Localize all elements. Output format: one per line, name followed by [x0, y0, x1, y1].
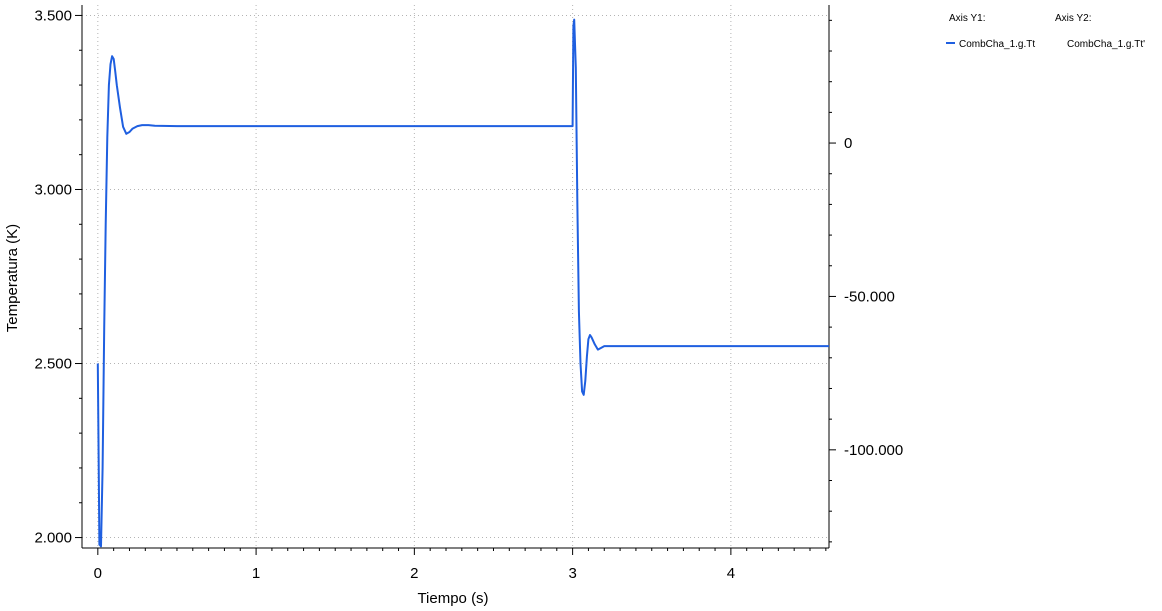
legend-entry-y2: CombCha_1.g.Tt'	[1067, 39, 1145, 50]
series-line-tt	[96, 18, 829, 548]
y-axis-title: Temperatura (K)	[4, 224, 21, 332]
y-tick-label: 3.000	[34, 181, 72, 198]
x-tick-label: 4	[727, 565, 735, 582]
y2-tick-label: -50.000	[844, 288, 895, 305]
legend-axis-y1-label: Axis Y1:	[949, 13, 986, 24]
y2-tick-label: -100.000	[844, 442, 903, 459]
y-tick-label: 2.500	[34, 356, 72, 373]
y2-tick-label: 0	[844, 135, 852, 152]
legend: Axis Y1: Axis Y2: CombCha_1.g.Tt CombCha…	[946, 13, 1145, 50]
y-tick-label: 3.500	[34, 7, 72, 24]
x-axis-title: Tiempo (s)	[417, 590, 488, 606]
x-tick-label: 3	[568, 565, 576, 582]
tick-labels: 0 1 2 3 4 2.000 2.500 3.000 3.500 0 -50.000 -100.00…	[34, 7, 903, 582]
x-tick-label: 0	[94, 565, 102, 582]
y-tick-label: 2.000	[34, 530, 72, 547]
series-layer	[96, 18, 829, 548]
grid-lines	[82, 5, 829, 548]
axes	[75, 5, 836, 555]
x-tick-label: 1	[252, 565, 260, 582]
x-tick-label: 2	[410, 565, 418, 582]
legend-axis-y2-label: Axis Y2:	[1055, 13, 1092, 24]
legend-entry-y1: CombCha_1.g.Tt	[959, 39, 1035, 50]
